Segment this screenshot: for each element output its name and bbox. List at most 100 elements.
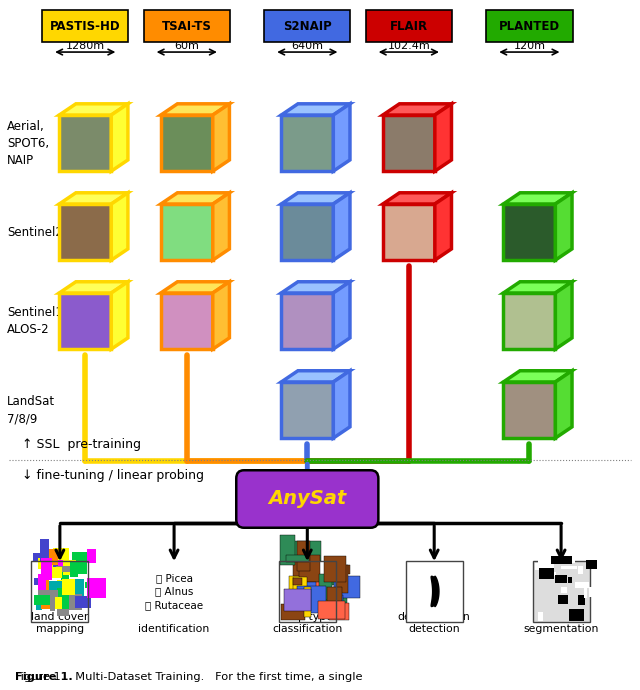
Text: Figure 1.: Figure 1. [15, 672, 73, 682]
Bar [540, 569, 554, 580]
Text: Sentinel1,
ALOS-2: Sentinel1, ALOS-2 [7, 306, 67, 336]
Bar [297, 582, 316, 612]
FancyBboxPatch shape [143, 10, 230, 42]
Bar [70, 581, 77, 595]
Bar [42, 558, 52, 580]
Bar [568, 577, 572, 583]
Bar [551, 555, 572, 564]
Bar [49, 581, 68, 591]
Polygon shape [282, 104, 350, 115]
Bar [330, 565, 350, 574]
Text: 120m: 120m [513, 41, 545, 51]
Text: 🌲 Alnus: 🌲 Alnus [155, 586, 193, 596]
Text: Sentinel2: Sentinel2 [7, 226, 63, 239]
Bar [535, 562, 552, 569]
Text: PLANTED: PLANTED [499, 19, 560, 32]
Bar [280, 604, 305, 620]
Bar [310, 578, 330, 591]
Text: 640m: 640m [291, 41, 323, 51]
Bar [76, 591, 81, 610]
FancyBboxPatch shape [236, 471, 378, 528]
Polygon shape [60, 204, 111, 260]
Bar [558, 595, 568, 604]
Bar [586, 560, 597, 569]
Polygon shape [111, 104, 128, 171]
Polygon shape [161, 204, 212, 260]
Bar [75, 595, 92, 608]
Bar [316, 596, 338, 609]
Bar [61, 566, 69, 589]
Bar [555, 575, 566, 582]
Bar [293, 577, 307, 604]
Polygon shape [503, 282, 572, 293]
Bar [280, 535, 296, 565]
Text: 60m: 60m [174, 41, 199, 51]
Bar [70, 562, 78, 577]
Polygon shape [161, 115, 212, 171]
Text: ↑ SSL  pre-training: ↑ SSL pre-training [22, 437, 141, 451]
Bar [406, 560, 463, 622]
Polygon shape [161, 293, 212, 349]
Bar [318, 601, 345, 619]
Polygon shape [503, 293, 556, 349]
Text: tree species
identification: tree species identification [138, 612, 210, 634]
Bar [335, 606, 348, 618]
Polygon shape [333, 193, 350, 260]
Text: land cover
mapping: land cover mapping [31, 612, 88, 634]
Bar [327, 586, 342, 610]
Bar [561, 566, 577, 569]
Bar [61, 575, 67, 598]
Bar [139, 560, 209, 622]
Bar [55, 598, 62, 609]
Polygon shape [111, 193, 128, 260]
Bar [36, 599, 42, 610]
Polygon shape [282, 382, 333, 438]
Bar [40, 549, 58, 565]
Bar [589, 586, 599, 597]
Bar [286, 555, 308, 562]
Bar [298, 541, 310, 571]
Bar [538, 612, 543, 621]
Bar [289, 578, 312, 605]
Polygon shape [282, 115, 333, 171]
Polygon shape [556, 371, 572, 438]
Polygon shape [282, 204, 333, 260]
Bar [50, 595, 56, 611]
Bar [332, 595, 343, 618]
Bar [85, 582, 96, 587]
Polygon shape [282, 293, 333, 349]
Polygon shape [556, 282, 572, 349]
Bar [57, 605, 69, 616]
Polygon shape [503, 371, 572, 382]
Polygon shape [212, 193, 229, 260]
Bar [579, 595, 585, 605]
Bar [335, 565, 348, 593]
Bar [31, 560, 88, 622]
Bar [320, 582, 327, 605]
Bar [294, 540, 321, 561]
Bar [561, 586, 567, 593]
Text: ↓ fine-tuning / linear probing: ↓ fine-tuning / linear probing [22, 469, 204, 482]
FancyBboxPatch shape [42, 10, 129, 42]
Bar [41, 596, 55, 609]
Bar [41, 580, 49, 598]
Bar [72, 552, 86, 573]
Polygon shape [212, 104, 229, 171]
Text: AnySat: AnySat [268, 489, 346, 509]
Polygon shape [503, 382, 556, 438]
Polygon shape [161, 193, 229, 204]
Bar [304, 587, 311, 618]
Bar [555, 559, 575, 563]
Bar [35, 595, 54, 605]
Bar [57, 580, 77, 598]
Bar [279, 560, 336, 622]
Bar [578, 566, 582, 573]
Polygon shape [503, 193, 572, 204]
Bar [33, 553, 51, 562]
FancyBboxPatch shape [486, 10, 573, 42]
Bar [532, 560, 589, 622]
Polygon shape [383, 204, 435, 260]
Text: FLAIR: FLAIR [390, 19, 428, 32]
Bar [569, 609, 584, 620]
Bar [47, 561, 58, 571]
